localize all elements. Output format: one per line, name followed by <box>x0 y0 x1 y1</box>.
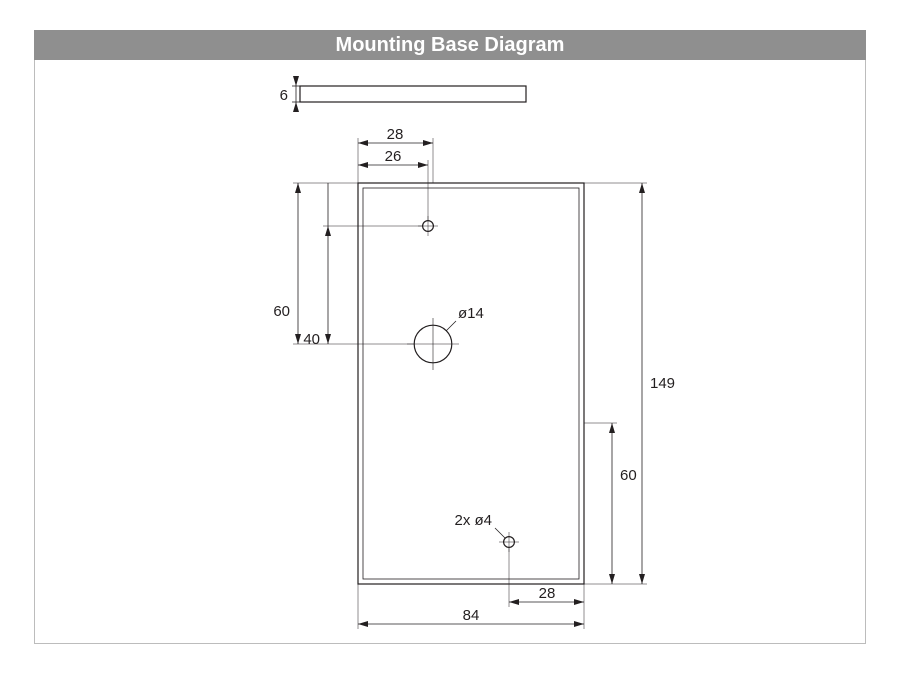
outer-frame <box>34 30 866 644</box>
diagram-page: Mounting Base Diagram <box>0 0 900 675</box>
title-text: Mounting Base Diagram <box>336 34 565 56</box>
title-bar: Mounting Base Diagram <box>34 30 866 60</box>
